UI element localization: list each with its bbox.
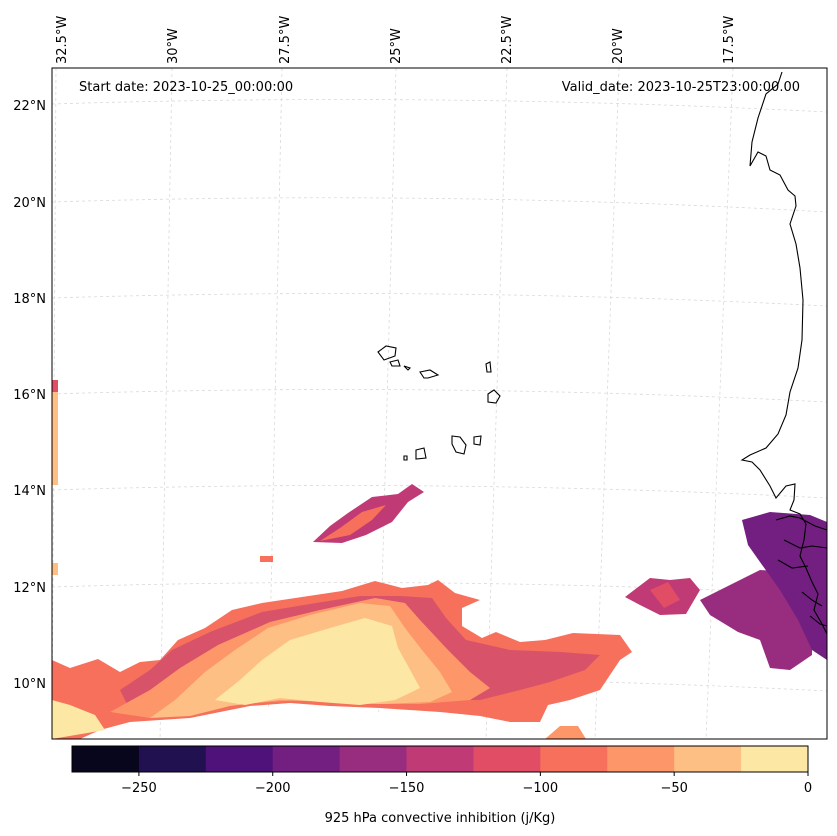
cape-verde-santo-antao (377, 345, 397, 361)
coastlines (377, 71, 828, 635)
lat-label-16n: 16°N (13, 388, 46, 403)
cin-contours (52, 380, 827, 739)
lon-label-20w: 20°W (611, 28, 626, 64)
contour-streak-inner (320, 505, 386, 541)
longitude-labels: 32.5°W 30°W 27.5°W 25°W 22.5°W 20°W 17.5… (55, 16, 737, 64)
colorbar-segment (72, 746, 140, 772)
contour-dot (260, 556, 273, 562)
lon-label-25w: 25°W (389, 28, 404, 64)
colorbar-segment (674, 746, 742, 772)
lat-label-12n: 12°N (13, 581, 46, 596)
lon-label-32-5w: 32.5°W (55, 16, 70, 64)
colorbar-segment (406, 746, 474, 772)
contour-east-c (742, 512, 827, 660)
lon-label-22-5w: 22.5°W (500, 16, 515, 64)
lat-label-20n: 20°N (13, 196, 46, 211)
colorbar-frame (71, 745, 809, 773)
lon-label-27-5w: 27.5°W (278, 16, 293, 64)
colorbar-segments (72, 746, 809, 772)
valid-date: Valid_date: 2023-10-25T23:00:00.00 (562, 80, 800, 95)
colorbar-label: 925 hPa convective inhibition (j/Kg) (325, 811, 556, 826)
colorbar-segment (138, 746, 207, 772)
contour-sw-pale (52, 700, 105, 739)
senegal-gambia-coast (775, 515, 828, 627)
lon-label-30w: 30°W (166, 28, 181, 64)
africa-coast (740, 71, 828, 635)
cape-verde-fogo (415, 447, 427, 460)
lat-label-18n: 18°N (13, 292, 46, 307)
contour-south-spot (545, 726, 586, 739)
colorbar-tick-label: 0 (804, 781, 812, 796)
colorbar-tick-label: −250 (121, 781, 157, 796)
colorbar-segment (741, 746, 809, 772)
colorbar-ticks: −250 −200 −150 −100 −50 0 (121, 772, 812, 796)
colorbar-segment (205, 746, 274, 772)
latitude-labels: 22°N 20°N 18°N 16°N 14°N 12°N 10°N (13, 99, 46, 692)
contour-left-strip-top (52, 380, 58, 392)
contour-left-strip (52, 380, 58, 485)
colorbar: −250 −200 −150 −100 −50 0 925 hPa convective … (71, 745, 812, 826)
map-frame (51, 67, 828, 740)
colorbar-tick-label: −50 (660, 781, 687, 796)
contour-white-gap (200, 706, 480, 739)
lat-label-10n: 10°N (13, 677, 46, 692)
colorbar-segment (339, 746, 408, 772)
colorbar-tick-label: −150 (389, 781, 425, 796)
cape-verde-maio (473, 435, 482, 446)
contour-east-d (650, 582, 680, 608)
cape-verde-santiago (451, 435, 467, 455)
colorbar-segment (540, 746, 608, 772)
colorbar-segment (607, 746, 675, 772)
contour-band-pale (215, 618, 420, 705)
cape-verde-sao-nicolau (419, 369, 440, 379)
contour-left-dot (52, 563, 58, 575)
colorbar-tick-label: −200 (255, 781, 291, 796)
cape-verde-boa-vista (487, 389, 501, 404)
colorbar-segment (272, 746, 341, 772)
start-date: Start date: 2023-10-25_00:00:00 (79, 80, 293, 95)
cape-verde-sal (485, 361, 492, 373)
cape-verde-santa-luzia (403, 365, 412, 371)
lon-label-17-5w: 17.5°W (722, 16, 737, 64)
cape-verde-brava (403, 455, 408, 461)
colorbar-tick-label: −100 (523, 781, 559, 796)
lat-label-22n: 22°N (13, 99, 46, 114)
cape-verde-sao-vicente (389, 359, 401, 367)
lat-label-14n: 14°N (13, 484, 46, 499)
colorbar-segment (473, 746, 541, 772)
